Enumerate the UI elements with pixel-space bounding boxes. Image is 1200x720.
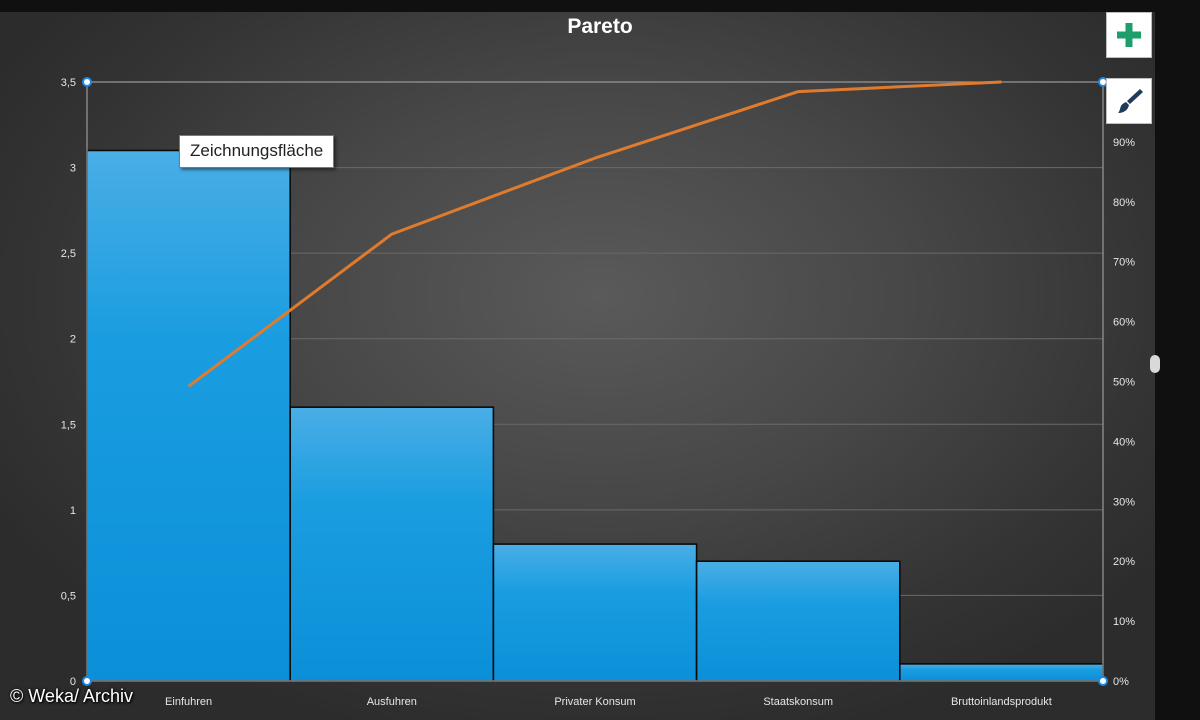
right-axis-tick-label: 80% [1113,197,1135,209]
selection-handle[interactable] [82,676,92,686]
left-axis-tick-label: 1 [70,505,76,517]
selection-handle[interactable] [1098,676,1108,686]
selection-handles [82,77,1108,686]
bar-einfuhren[interactable] [86,149,291,682]
right-axis-tick-label: 90% [1113,137,1135,149]
category-label: Einfuhren [165,696,212,708]
right-axis-tick-label: 30% [1113,496,1135,508]
category-label: Staatskonsum [763,696,833,708]
cumulative-line-series [187,80,1002,388]
left-axis-tick-label: 2,5 [61,248,76,260]
left-axis-tick-label: 2 [70,334,76,346]
right-axis-tick-labels: 0% 10% 20% 30% 40% 50% 60% 70% 80% 90% [1113,137,1135,688]
category-label: Privater Konsum [554,696,635,708]
left-axis-tick-label: 0 [70,676,76,688]
plot-frame [86,81,1104,682]
left-axis-tick-label: 0,5 [61,590,76,602]
selection-handle[interactable] [82,77,92,87]
chart-title: Pareto [567,15,632,38]
left-axis-tick-label: 1,5 [61,419,76,431]
right-axis-tick-label: 50% [1113,377,1135,389]
plus-icon [1117,23,1141,47]
right-axis-tick-label: 0% [1113,676,1129,688]
bar-staatskonsum[interactable] [695,560,901,682]
paintbrush-icon [1118,89,1143,113]
bar-privater-konsum[interactable] [492,543,698,682]
right-axis-tick-label: 60% [1113,317,1135,329]
category-label: Bruttoinlandsprodukt [951,696,1052,708]
right-axis-tick-label: 70% [1113,257,1135,269]
chart-styles-button[interactable] [1106,78,1152,124]
left-axis-tick-label: 3,5 [61,77,76,89]
bar-bruttoinlandsprodukt[interactable] [898,663,1104,682]
right-axis-tick-label: 40% [1113,436,1135,448]
left-axis-tick-labels: 0 0,5 1 1,5 2 2,5 3 3,5 [61,77,76,688]
plot-area-frame [86,81,1104,682]
resize-handle[interactable] [1150,355,1160,373]
bar-ausfuhren[interactable] [289,406,495,682]
category-labels: Einfuhren Ausfuhren Privater Konsum Staatsk… [165,696,1052,708]
bar-series [86,149,1104,682]
chart-elements-button[interactable] [1106,12,1152,58]
plot-area-tooltip: Zeichnungsfläche [179,135,335,168]
right-axis-tick-label: 10% [1113,616,1135,628]
cumulative-percentage-line[interactable] [187,80,1002,388]
right-axis-tick-label: 20% [1113,556,1135,568]
left-axis-tick-label: 3 [70,163,76,175]
category-label: Ausfuhren [367,696,417,708]
copyright-watermark: © Weka/ Archiv [10,686,133,706]
